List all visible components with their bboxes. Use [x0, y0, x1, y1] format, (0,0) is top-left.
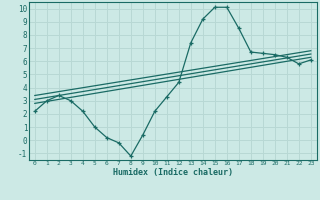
X-axis label: Humidex (Indice chaleur): Humidex (Indice chaleur): [113, 168, 233, 177]
